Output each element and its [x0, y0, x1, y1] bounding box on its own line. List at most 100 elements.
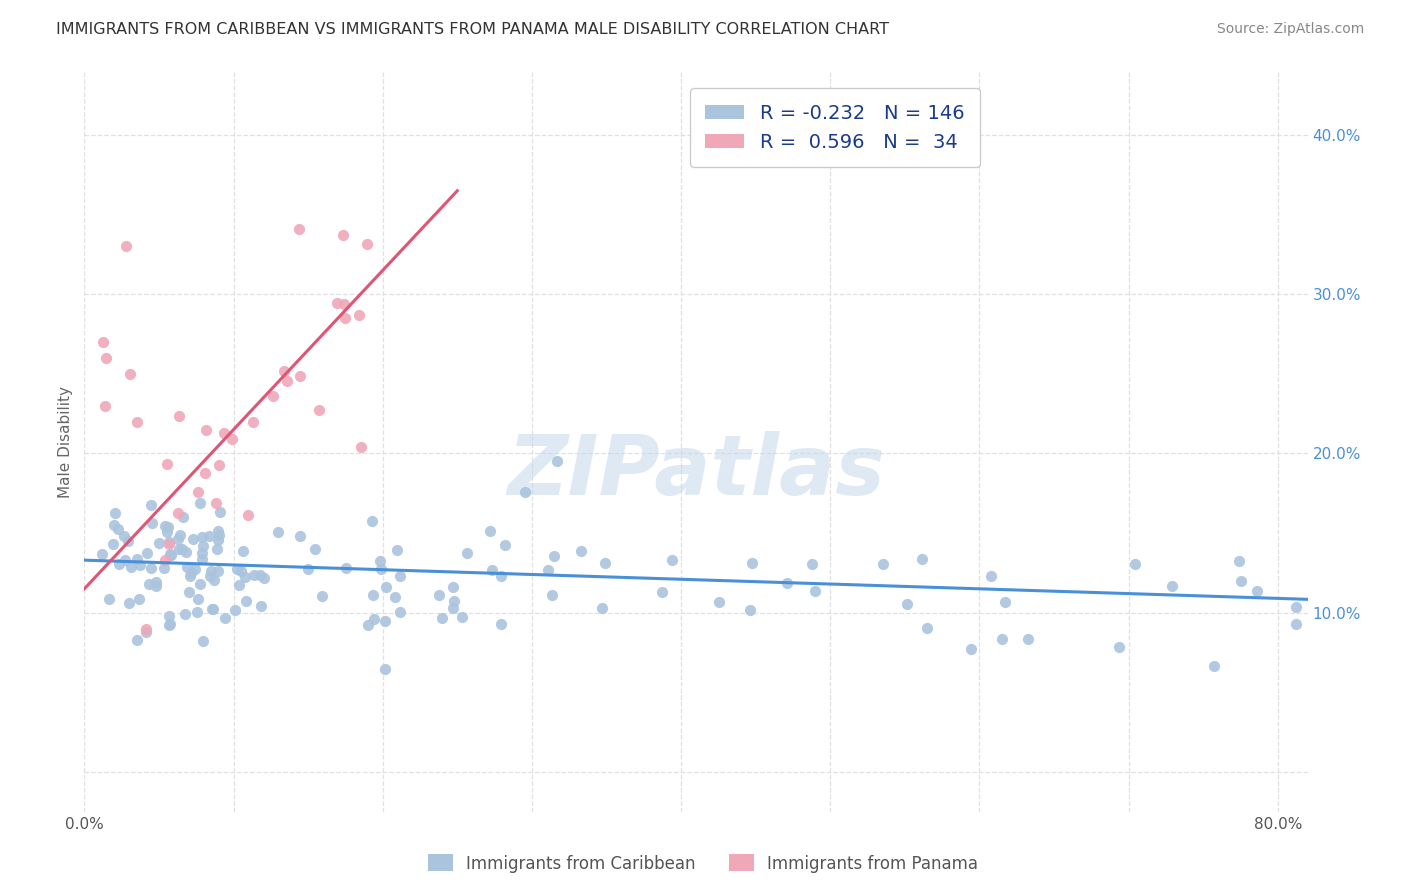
Point: [288, 221, 311, 235]
Text: Source: ZipAtlas.com: Source: ZipAtlas.com: [1216, 22, 1364, 37]
Point: [385, 543, 408, 558]
Point: [441, 580, 464, 594]
Point: [249, 567, 271, 582]
Text: ZIPatlas: ZIPatlas: [508, 431, 884, 512]
Point: [333, 296, 356, 310]
Point: [145, 579, 167, 593]
Point: [200, 564, 222, 578]
Point: [389, 568, 412, 582]
Point: [91, 334, 114, 349]
Point: [543, 549, 565, 563]
Point: [135, 625, 157, 640]
Legend: Immigrants from Caribbean, Immigrants from Panama: Immigrants from Caribbean, Immigrants fr…: [420, 847, 986, 880]
Point: [994, 594, 1017, 608]
Point: [167, 542, 190, 557]
Point: [1230, 574, 1253, 588]
Point: [107, 523, 129, 537]
Point: [207, 564, 229, 578]
Point: [489, 616, 512, 631]
Point: [138, 577, 160, 591]
Point: [172, 509, 194, 524]
Point: [202, 573, 225, 587]
Point: [242, 415, 264, 429]
Point: [145, 574, 167, 589]
Point: [429, 588, 451, 602]
Point: [228, 578, 250, 592]
Point: [741, 556, 763, 570]
Point: [112, 529, 135, 543]
Point: [456, 546, 478, 560]
Point: [191, 539, 214, 553]
Point: [991, 632, 1014, 647]
Point: [214, 425, 236, 440]
Point: [194, 466, 217, 480]
Point: [357, 618, 380, 632]
Point: [443, 593, 465, 607]
Point: [1246, 583, 1268, 598]
Point: [1227, 554, 1250, 568]
Point: [375, 580, 398, 594]
Point: [180, 566, 202, 580]
Point: [207, 524, 229, 539]
Point: [494, 538, 516, 552]
Point: [157, 608, 180, 623]
Point: [226, 562, 249, 576]
Point: [356, 237, 378, 252]
Point: [224, 602, 246, 616]
Point: [481, 564, 503, 578]
Point: [273, 364, 295, 378]
Point: [911, 552, 934, 566]
Point: [167, 532, 190, 546]
Point: [441, 600, 464, 615]
Point: [233, 569, 256, 583]
Point: [1161, 579, 1184, 593]
Point: [201, 602, 224, 616]
Point: [114, 553, 136, 567]
Point: [267, 524, 290, 539]
Point: [363, 612, 385, 626]
Point: [129, 558, 152, 573]
Point: [332, 227, 354, 242]
Point: [153, 518, 176, 533]
Point: [157, 535, 180, 549]
Point: [90, 547, 112, 561]
Point: [101, 537, 124, 551]
Point: [188, 496, 211, 510]
Point: [361, 514, 384, 528]
Point: [349, 308, 371, 322]
Point: [136, 546, 159, 560]
Point: [546, 454, 568, 468]
Point: [184, 562, 207, 576]
Point: [157, 537, 180, 551]
Point: [960, 642, 983, 657]
Point: [191, 530, 214, 544]
Point: [120, 560, 142, 574]
Text: IMMIGRANTS FROM CARIBBEAN VS IMMIGRANTS FROM PANAMA MALE DISABILITY CORRELATION : IMMIGRANTS FROM CARIBBEAN VS IMMIGRANTS …: [56, 22, 889, 37]
Point: [231, 564, 253, 578]
Point: [374, 614, 396, 628]
Point: [361, 588, 384, 602]
Point: [1285, 600, 1308, 615]
Point: [384, 590, 406, 604]
Point: [152, 561, 174, 575]
Point: [208, 458, 231, 472]
Point: [1017, 632, 1039, 646]
Point: [204, 496, 226, 510]
Point: [276, 375, 298, 389]
Point: [308, 402, 330, 417]
Point: [1202, 658, 1225, 673]
Point: [194, 423, 217, 437]
Point: [198, 528, 221, 542]
Point: [198, 568, 221, 582]
Point: [207, 533, 229, 548]
Point: [537, 563, 560, 577]
Point: [104, 507, 127, 521]
Point: [160, 549, 183, 563]
Point: [432, 611, 454, 625]
Point: [207, 541, 229, 556]
Point: [979, 569, 1001, 583]
Point: [209, 505, 232, 519]
Point: [141, 516, 163, 530]
Point: [176, 545, 198, 559]
Point: [800, 557, 823, 571]
